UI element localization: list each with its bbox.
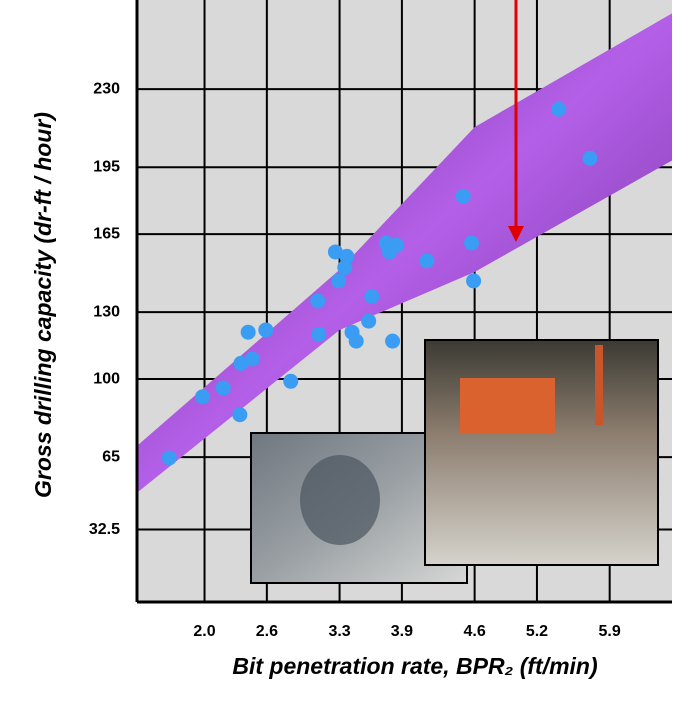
- data-point: [582, 151, 597, 166]
- photo-drill-rig: [425, 340, 658, 565]
- data-point: [456, 189, 471, 204]
- x-tick-label: 3.9: [391, 623, 413, 640]
- page: {"chart_data": {"type": "scatter", "x_la…: [0, 0, 689, 715]
- data-point: [310, 294, 325, 309]
- y-axis-title: Gross drilling capacity (dr-ft / hour): [30, 112, 56, 498]
- data-point: [364, 289, 379, 304]
- data-point: [245, 351, 260, 366]
- chart: Bit penetration rate, BPR₂ (ft/min) Gros…: [0, 0, 689, 715]
- data-point: [466, 273, 481, 288]
- data-point: [385, 334, 400, 349]
- data-point: [349, 334, 364, 349]
- data-point: [419, 253, 434, 268]
- y-tick-label: 32.5: [89, 521, 120, 538]
- data-point: [232, 407, 247, 422]
- y-tick-label: 130: [93, 303, 120, 320]
- y-tick-label: 195: [93, 158, 120, 175]
- x-tick-label: 5.9: [599, 623, 621, 640]
- y-tick-label: 100: [93, 370, 120, 387]
- data-point: [216, 380, 231, 395]
- data-point: [162, 450, 177, 465]
- y-tick-label: 230: [93, 80, 120, 97]
- photo-detail: [460, 378, 555, 433]
- x-tick-label: 4.6: [463, 623, 485, 640]
- data-point: [361, 314, 376, 329]
- photo-detail: [300, 455, 380, 545]
- y-tick-label: 65: [102, 448, 120, 465]
- data-point: [195, 389, 210, 404]
- y-tick-label: 165: [93, 225, 120, 242]
- data-point: [311, 327, 326, 342]
- data-point: [283, 374, 298, 389]
- data-point: [258, 322, 273, 337]
- data-point: [339, 249, 354, 264]
- x-tick-label: 2.6: [256, 623, 278, 640]
- data-point: [331, 273, 346, 288]
- x-tick-label: 2.0: [193, 623, 215, 640]
- data-point: [241, 325, 256, 340]
- x-tick-label: 3.3: [328, 623, 350, 640]
- data-point: [389, 238, 404, 253]
- data-point: [551, 102, 566, 117]
- data-point: [464, 236, 479, 251]
- x-tick-label: 5.2: [526, 623, 548, 640]
- photo-detail: [595, 345, 603, 425]
- x-axis-title: Bit penetration rate, BPR₂ (ft/min): [232, 653, 597, 679]
